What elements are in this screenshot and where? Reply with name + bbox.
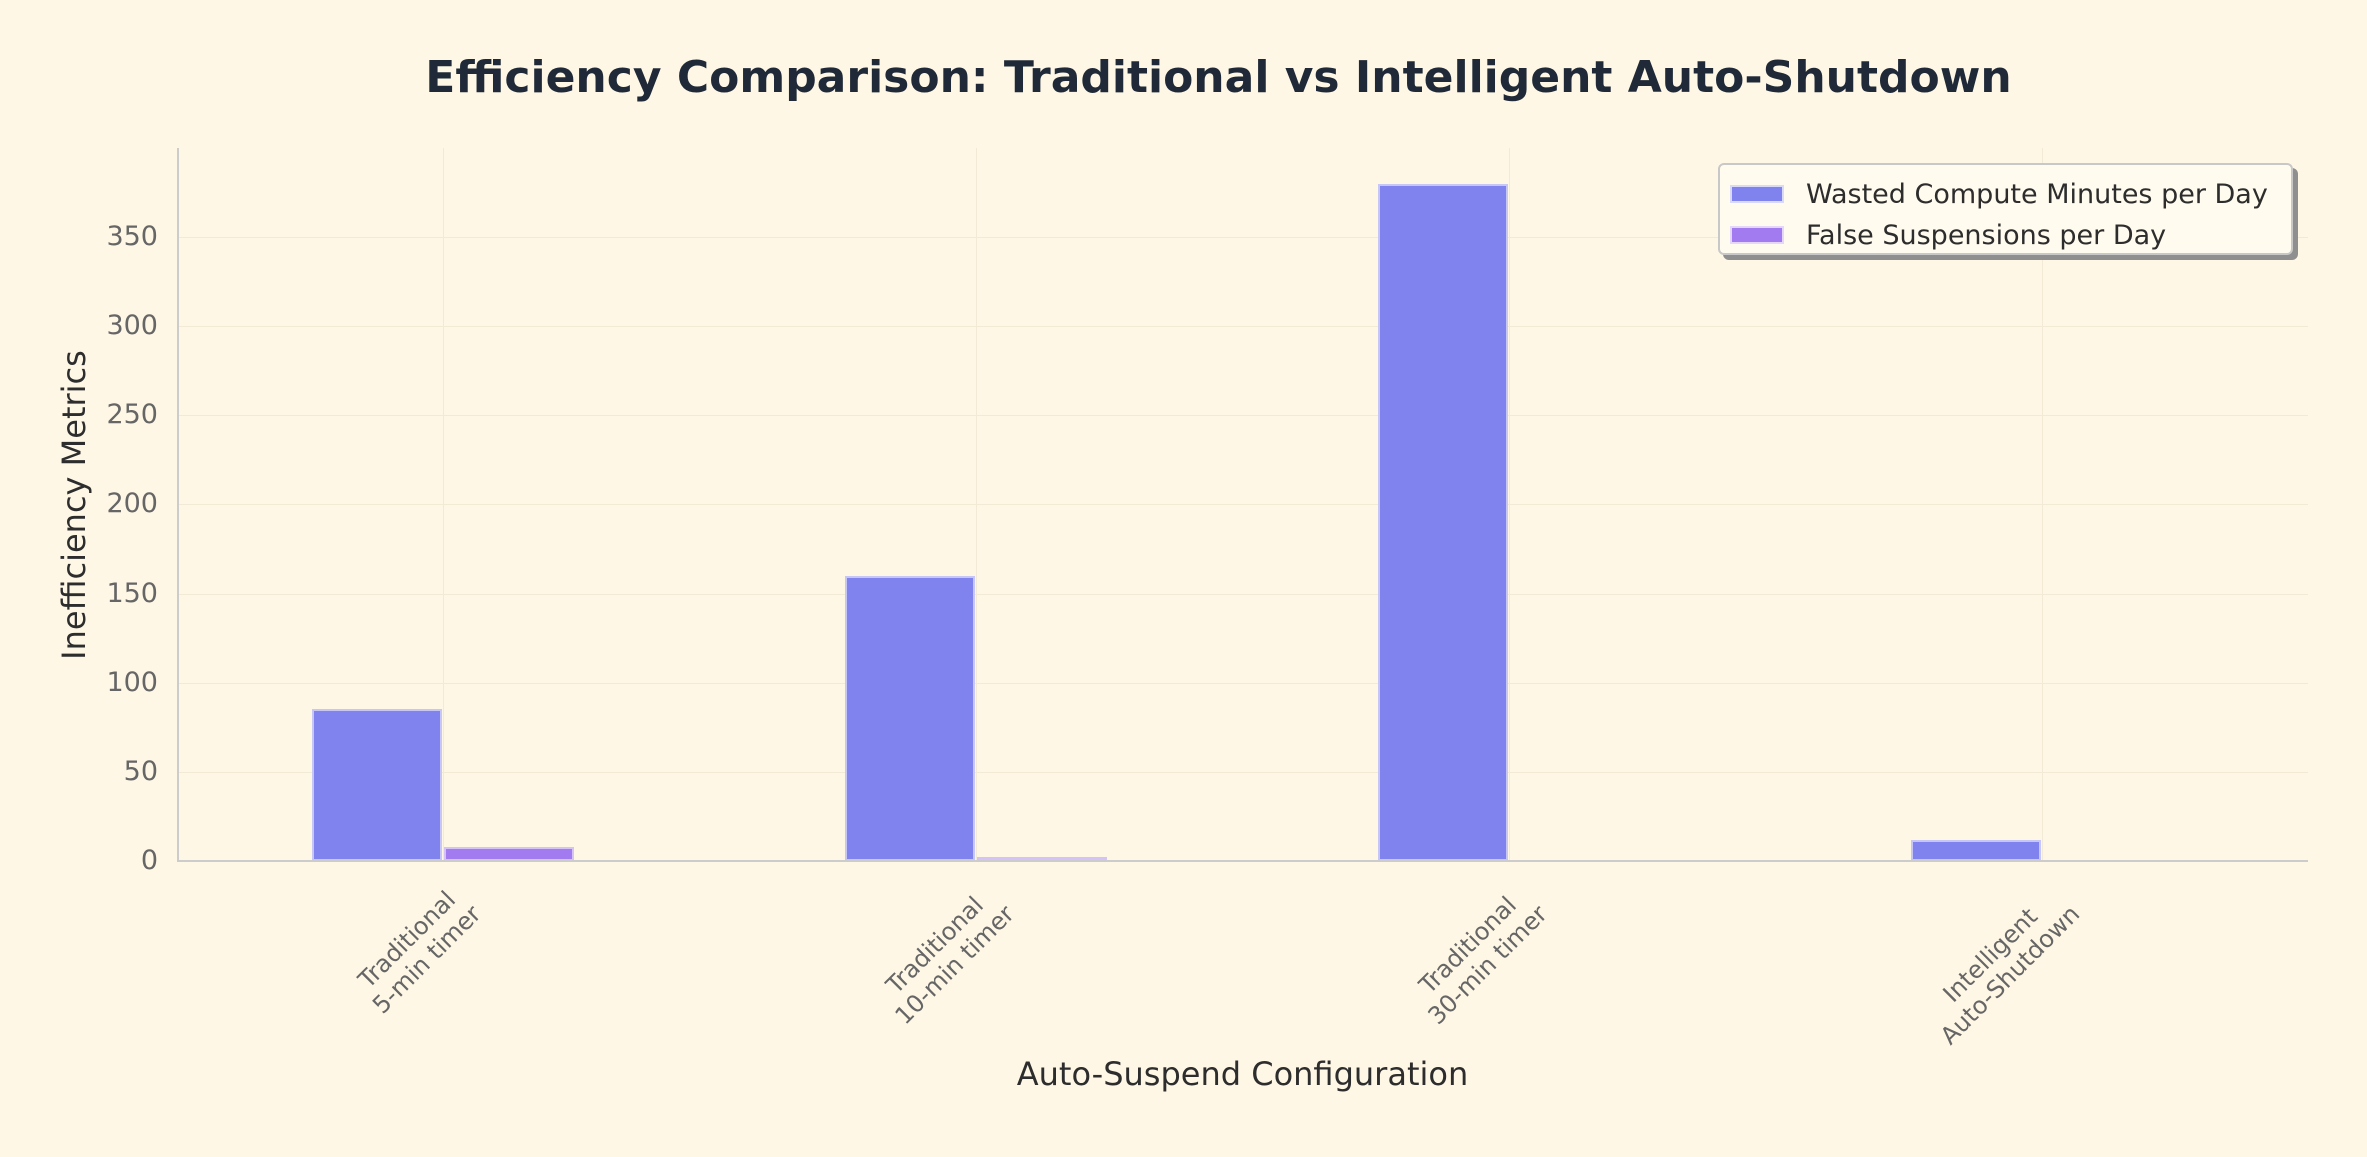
bar-wasted-minutes <box>845 575 975 861</box>
horizontal-gridline <box>179 504 2308 505</box>
horizontal-gridline <box>179 594 2308 595</box>
bar-false-suspensions <box>444 846 574 861</box>
bar-wasted-minutes <box>312 709 442 861</box>
y-tick-label: 100 <box>106 667 158 698</box>
chart-title: Efficiency Comparison: Traditional vs In… <box>425 52 2012 103</box>
legend-item-wasted-minutes: Wasted Compute Minutes per Day <box>1730 179 2268 210</box>
legend: Wasted Compute Minutes per Day False Sus… <box>1718 163 2293 255</box>
y-tick-label: 50 <box>123 756 158 787</box>
horizontal-gridline <box>179 772 2308 773</box>
vertical-gridline <box>443 148 444 860</box>
y-tick-label: 200 <box>106 488 158 519</box>
legend-item-false-suspensions: False Suspensions per Day <box>1730 220 2166 251</box>
x-axis-label: Auto-Suspend Configuration <box>1016 1055 1469 1093</box>
legend-swatch-wasted-minutes <box>1730 185 1784 203</box>
x-axis-line <box>177 860 2308 862</box>
vertical-gridline <box>976 148 977 860</box>
horizontal-gridline <box>179 326 2308 327</box>
y-tick-label: 300 <box>106 310 158 341</box>
vertical-gridline <box>1509 148 1510 860</box>
bar-wasted-minutes <box>1378 183 1508 861</box>
legend-swatch-false-suspensions <box>1730 226 1784 244</box>
y-axis-line <box>177 148 179 862</box>
y-tick-label: 150 <box>106 578 158 609</box>
y-tick-label: 0 <box>140 845 158 876</box>
horizontal-gridline <box>179 237 2308 238</box>
vertical-gridline <box>2042 148 2043 860</box>
horizontal-gridline <box>179 415 2308 416</box>
horizontal-gridline <box>179 683 2308 684</box>
y-tick-label: 250 <box>106 399 158 430</box>
bar-wasted-minutes <box>1911 839 2041 861</box>
y-tick-label: 350 <box>106 221 158 252</box>
